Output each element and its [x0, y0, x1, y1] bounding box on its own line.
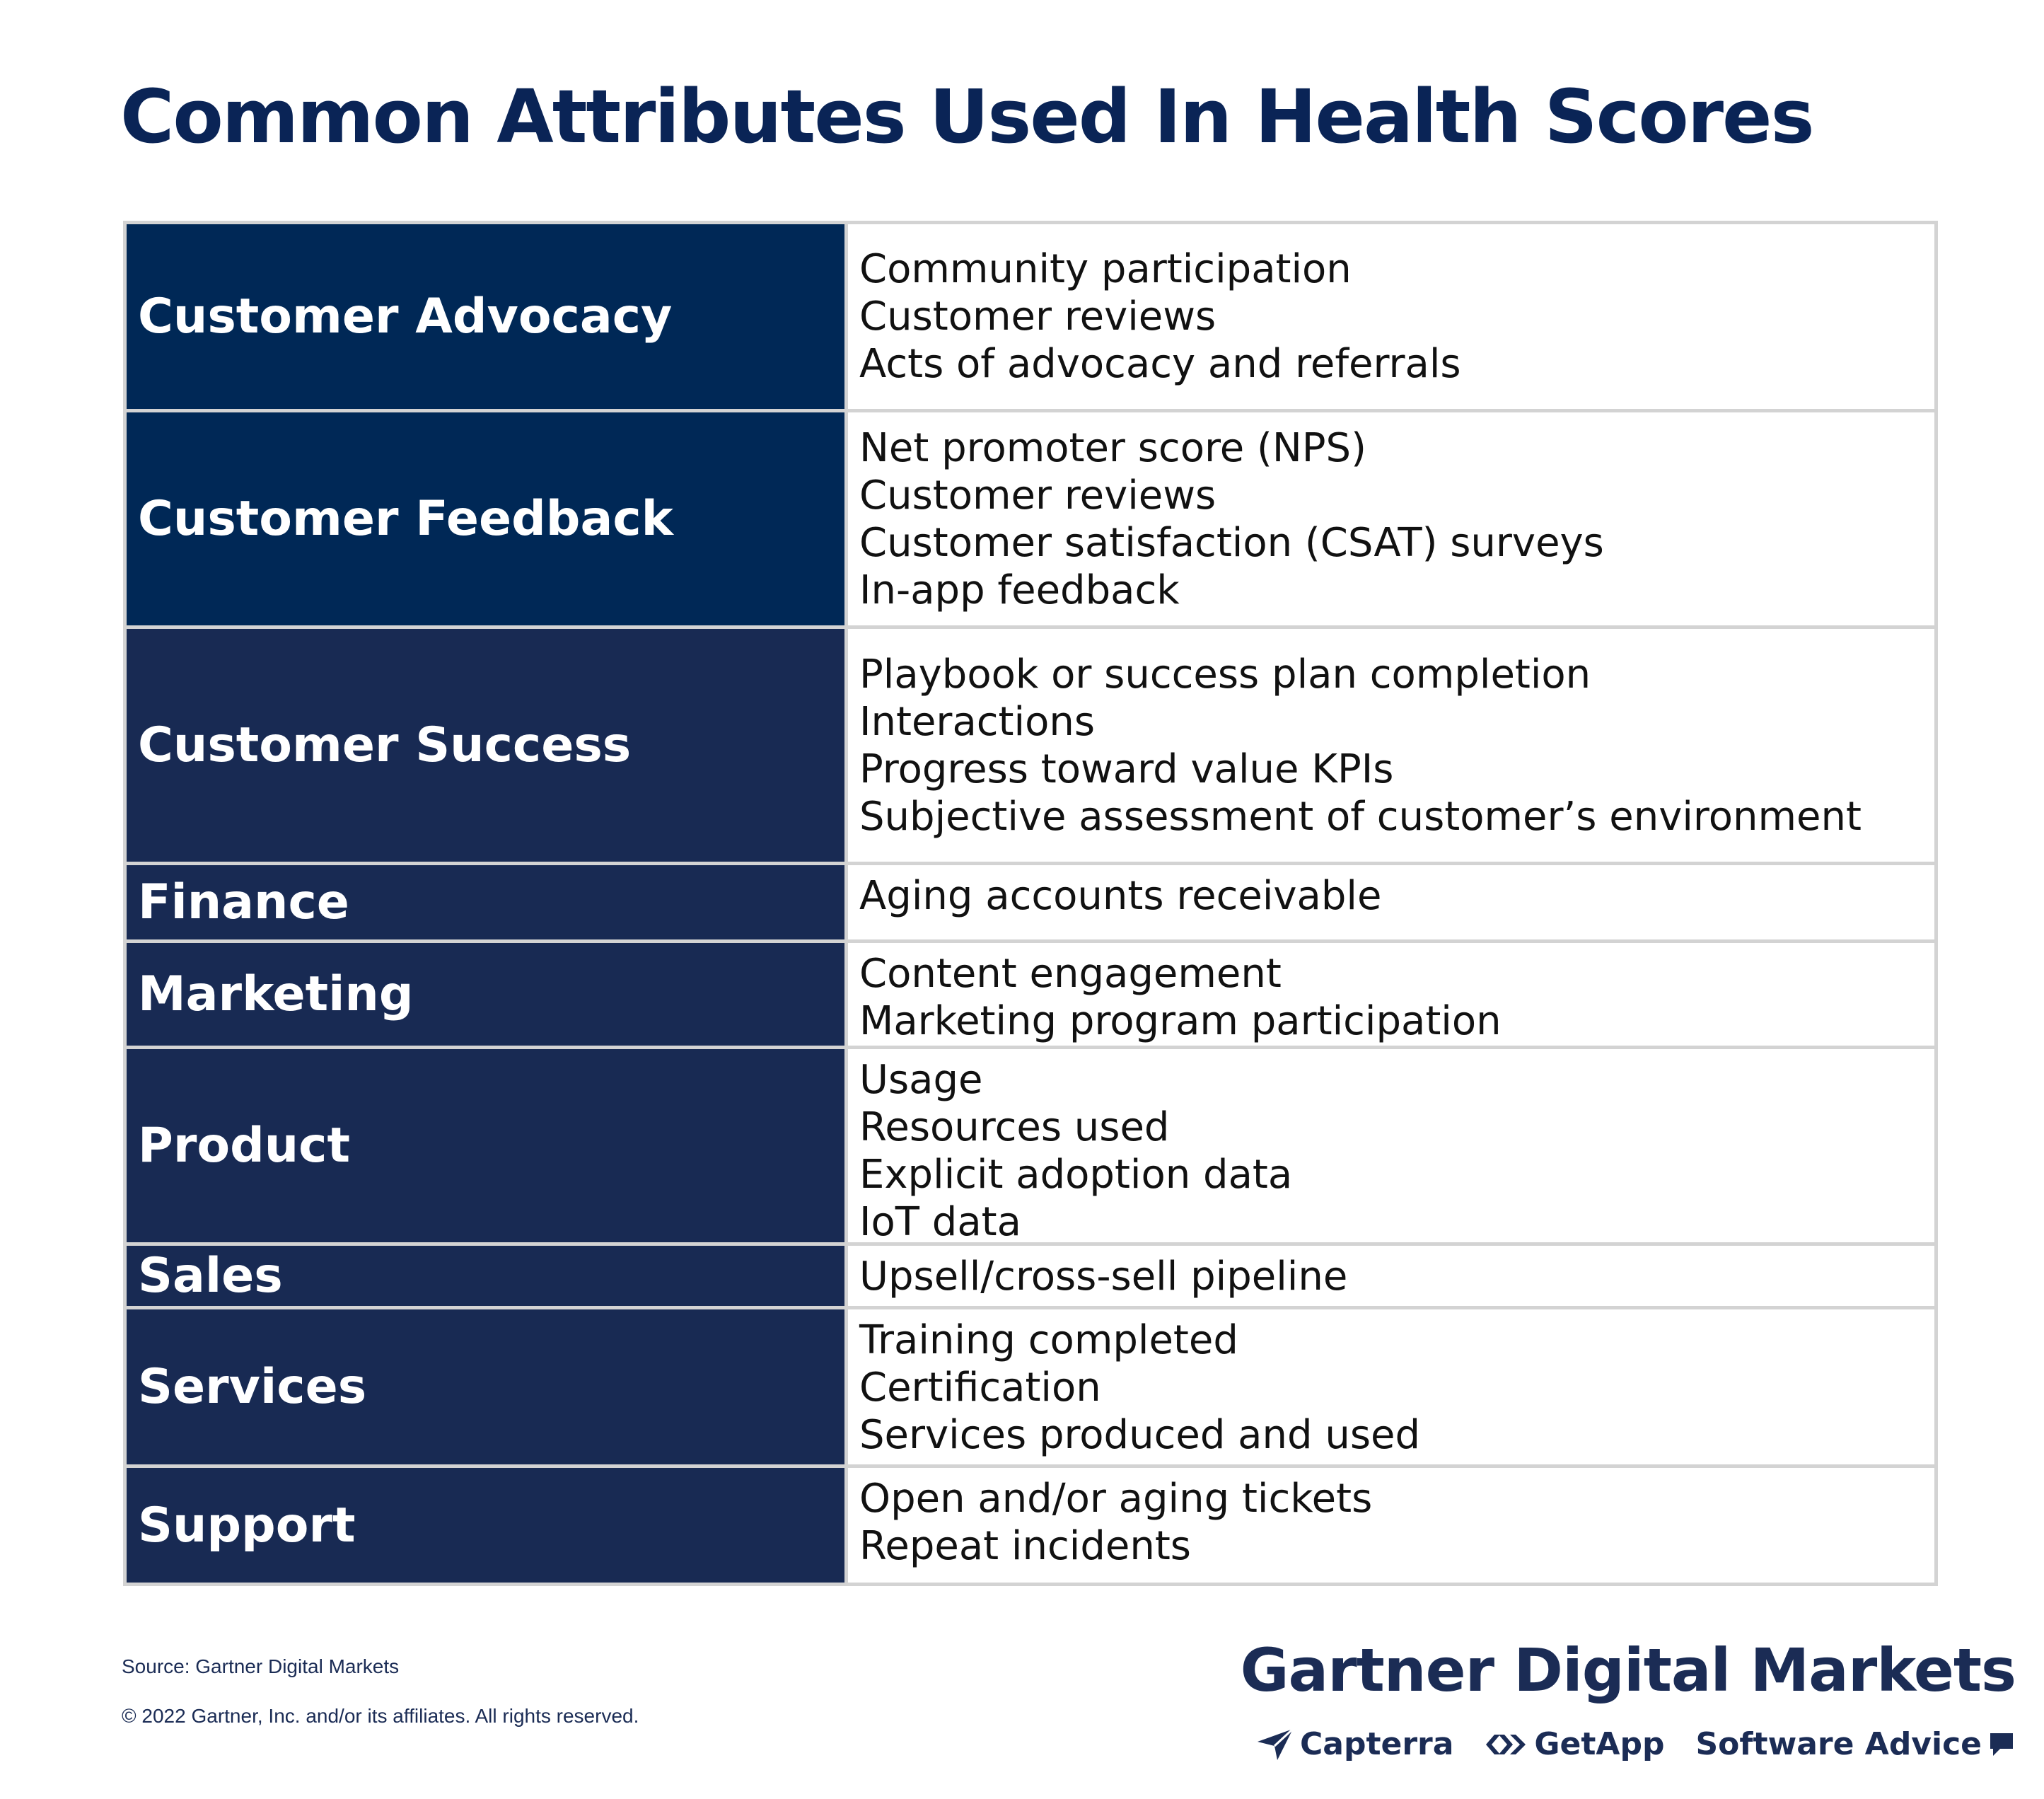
table-row-category: Finance: [127, 865, 848, 943]
software-advice-logo: Software Advice: [1695, 1726, 2016, 1762]
table-row-category: Product: [127, 1049, 848, 1246]
table-row-attributes: Open and/or aging tickets Repeat inciden…: [848, 1468, 1934, 1583]
gartner-digital-markets-logo: Gartner Digital Markets: [1240, 1636, 2016, 1705]
table-row-attributes: Upsell/cross-sell pipeline: [848, 1246, 1934, 1309]
table-row-attributes: Usage Resources used Explicit adoption d…: [848, 1049, 1934, 1246]
attribute-item: Upsell/cross-sell pipeline: [859, 1254, 1348, 1300]
attribute-item: Customer reviews: [859, 294, 1216, 340]
page-title: Common Attributes Used In Health Scores: [120, 74, 1814, 160]
attribute-item: Repeat incidents: [859, 1523, 1191, 1569]
attribute-item: Explicit adoption data: [859, 1152, 1293, 1198]
attributes-table: Customer Advocacy Community participatio…: [123, 221, 1938, 1586]
copyright-note: © 2022 Gartner, Inc. and/or its affiliat…: [122, 1705, 639, 1727]
software-advice-logo-label: Software Advice: [1695, 1726, 1982, 1762]
attribute-item: Resources used: [859, 1104, 1170, 1150]
attribute-item: Usage: [859, 1057, 983, 1103]
table-row-category: Support: [127, 1468, 848, 1583]
attribute-item: Training completed: [859, 1317, 1238, 1363]
attribute-item: Community participation: [859, 246, 1352, 292]
attribute-item: In-app feedback: [859, 567, 1180, 613]
attribute-item: IoT data: [859, 1199, 1021, 1245]
capterra-logo-icon: [1256, 1728, 1294, 1762]
table-row-category: Customer Feedback: [127, 412, 848, 629]
attribute-item: Acts of advocacy and referrals: [859, 341, 1461, 387]
table-row-category: Customer Success: [127, 629, 848, 865]
attribute-item: Net promoter score (NPS): [859, 424, 1366, 471]
getapp-logo-label: GetApp: [1534, 1726, 1665, 1762]
table-row-attributes: Community participation Customer reviews…: [848, 224, 1934, 412]
table-row-attributes: Aging accounts receivable: [848, 865, 1934, 943]
attribute-item: Customer satisfaction (CSAT) surveys: [859, 519, 1604, 566]
attribute-item: Certification: [859, 1365, 1101, 1411]
attribute-item: Interactions: [859, 698, 1095, 745]
table-row-attributes: Playbook or success plan completion Inte…: [848, 629, 1934, 865]
attribute-item: Progress toward value KPIs: [859, 746, 1394, 792]
sub-brand-logos: Capterra GetApp Software Advice: [1256, 1726, 2016, 1762]
capterra-logo: Capterra: [1256, 1726, 1453, 1762]
table-row-category: Marketing: [127, 943, 848, 1049]
table-row-attributes: Content engagement Marketing program par…: [848, 943, 1934, 1049]
table-row-category: Sales: [127, 1246, 848, 1309]
attribute-item: Marketing program participation: [859, 998, 1502, 1044]
attribute-item: Aging accounts receivable: [859, 873, 1382, 919]
table-row-category: Services: [127, 1309, 848, 1468]
attribute-item: Open and/or aging tickets: [859, 1476, 1373, 1522]
table-row-attributes: Training completed Certification Service…: [848, 1309, 1934, 1468]
getapp-logo: GetApp: [1485, 1726, 1664, 1762]
attribute-item: Content engagement: [859, 951, 1282, 997]
software-advice-logo-icon: [1987, 1730, 2016, 1759]
attribute-item: Playbook or success plan completion: [859, 651, 1591, 698]
table-row-attributes: Net promoter score (NPS) Customer review…: [848, 412, 1934, 629]
table-row-category: Customer Advocacy: [127, 224, 848, 412]
capterra-logo-label: Capterra: [1299, 1726, 1454, 1762]
attribute-item: Customer reviews: [859, 472, 1216, 519]
getapp-logo-icon: [1485, 1730, 1528, 1759]
attribute-item: Subjective assessment of customer’s envi…: [859, 793, 1862, 840]
attribute-item: Services produced and used: [859, 1412, 1420, 1458]
source-note: Source: Gartner Digital Markets: [122, 1655, 400, 1677]
